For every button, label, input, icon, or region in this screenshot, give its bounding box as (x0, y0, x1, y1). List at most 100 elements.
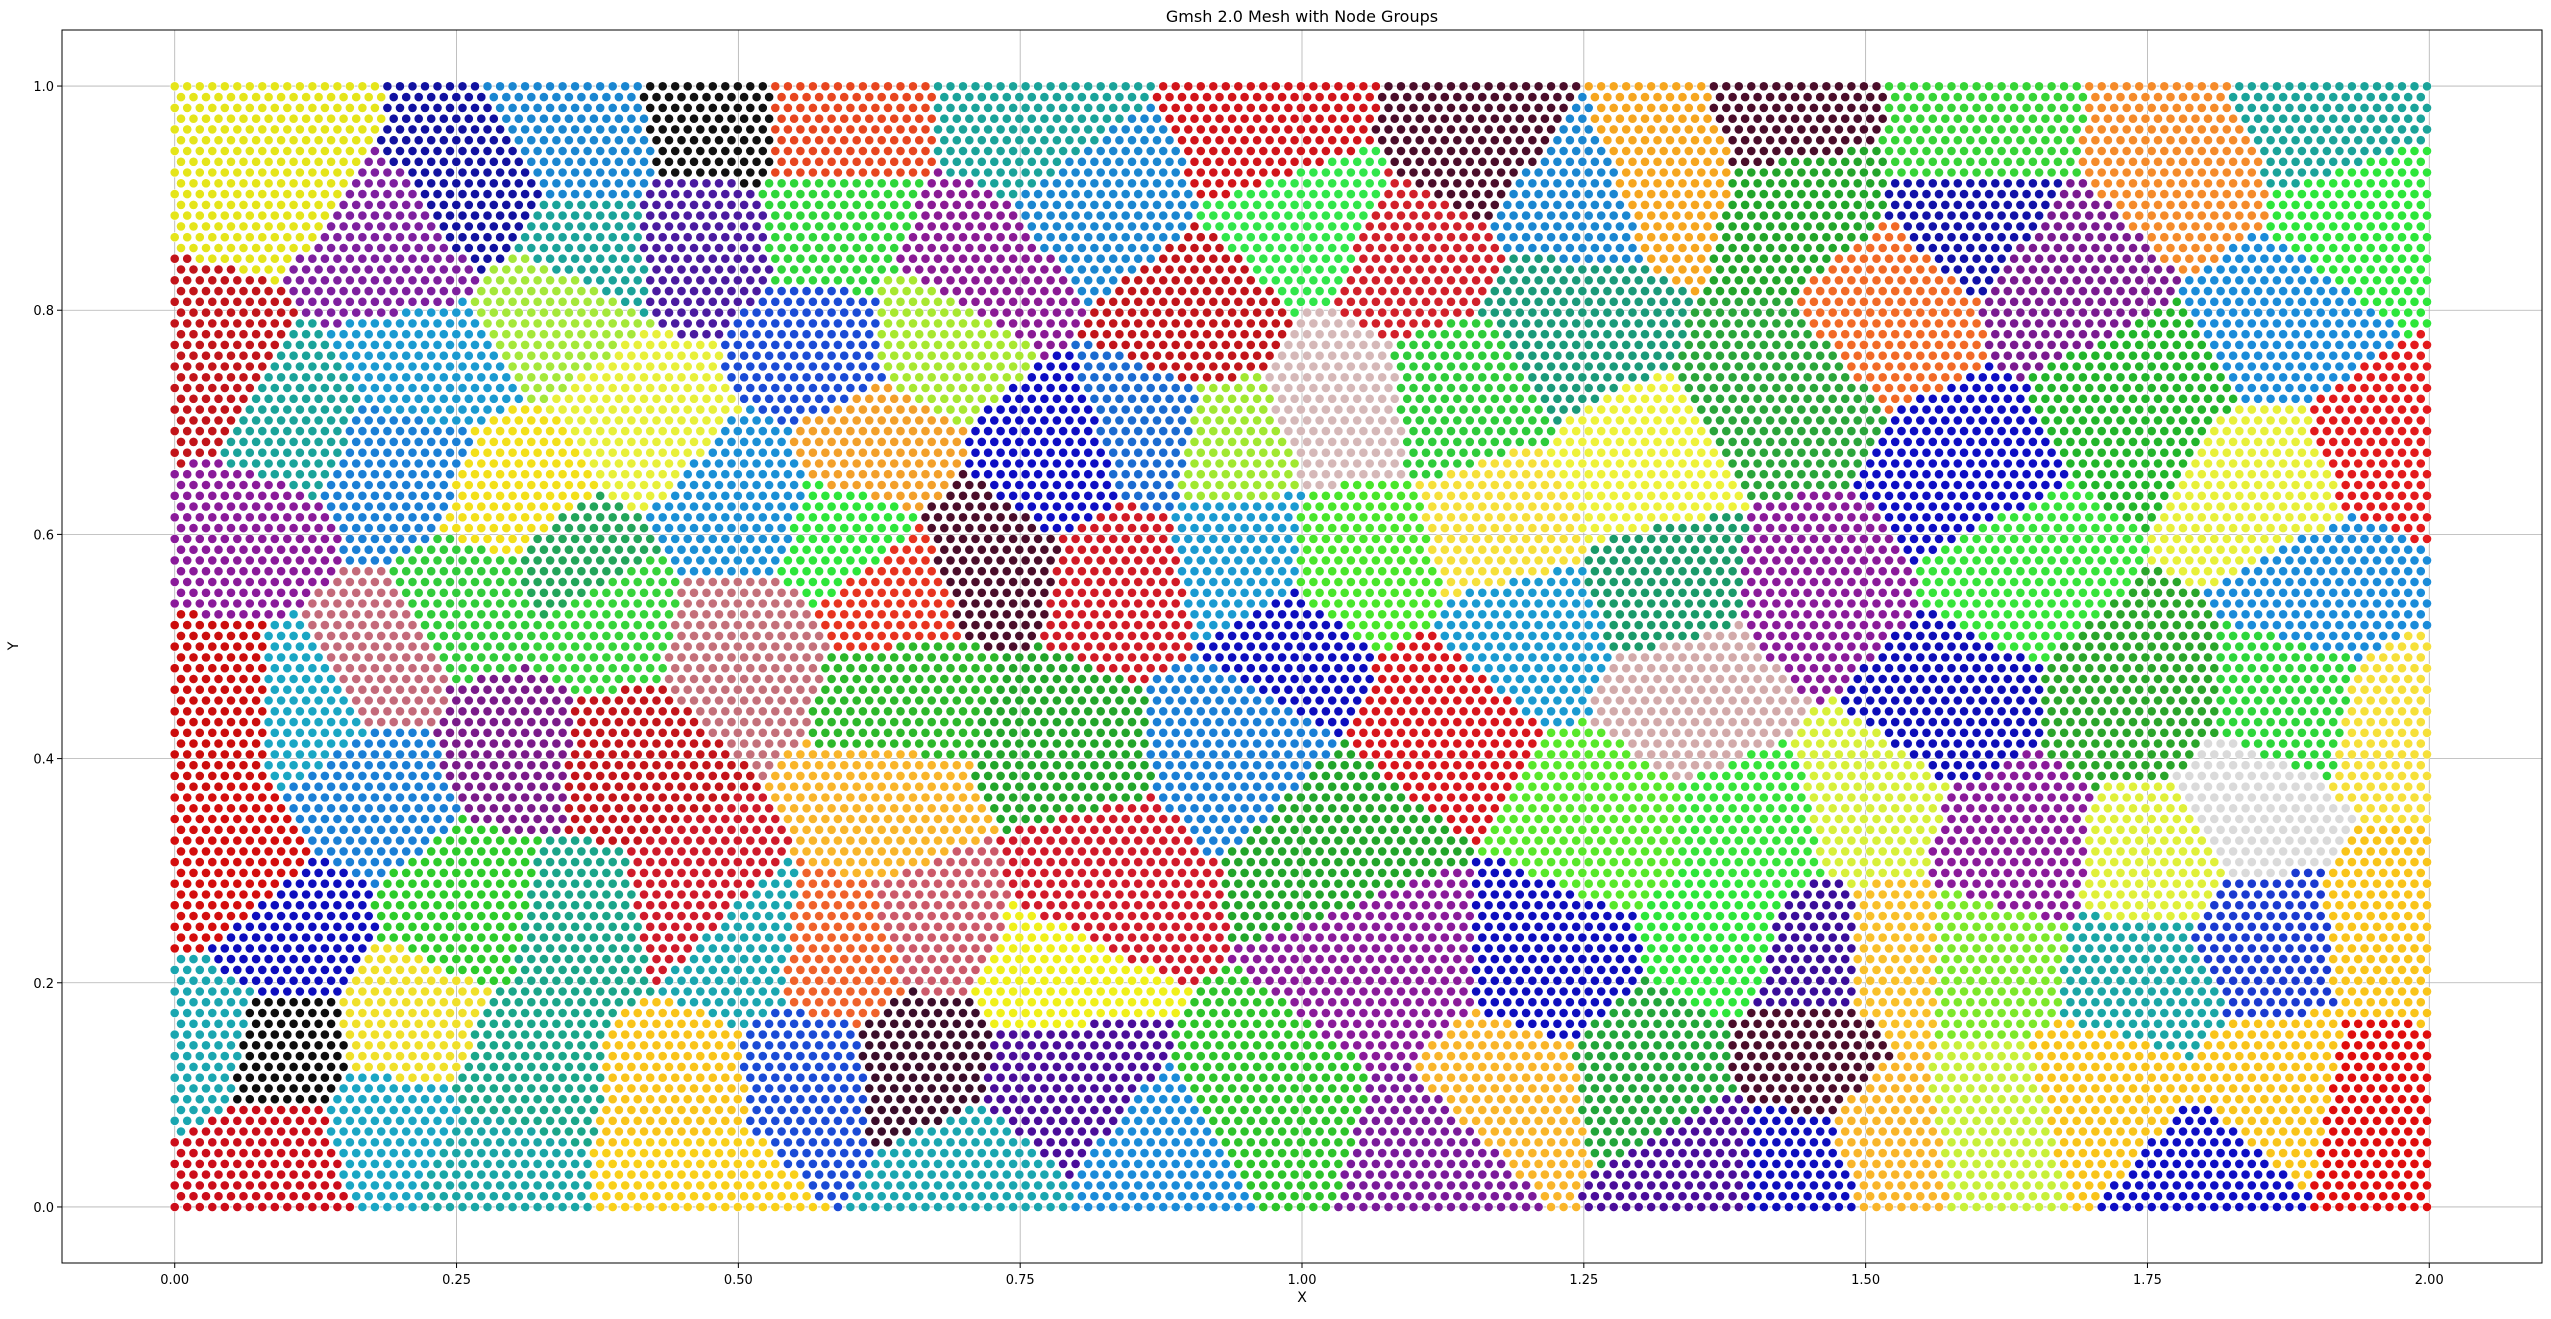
mesh-node (596, 1116, 605, 1125)
mesh-node (239, 1127, 248, 1136)
mesh-node (1622, 1159, 1631, 1168)
mesh-node (1052, 1127, 1061, 1136)
mesh-node (345, 1138, 354, 1147)
mesh-node (1791, 1170, 1800, 1179)
mesh-node (2310, 1116, 2319, 1125)
mesh-node (2072, 1095, 2081, 1104)
mesh-node (2322, 1202, 2331, 1211)
mesh-node (1434, 1202, 1443, 1211)
mesh-node (1052, 1149, 1061, 1158)
mesh-node (2410, 1095, 2419, 1104)
mesh-node (1941, 1192, 1950, 1201)
mesh-node (289, 1149, 298, 1158)
mesh-node (176, 1084, 185, 1093)
mesh-node (539, 1192, 548, 1201)
mesh-node (1766, 1127, 1775, 1136)
mesh-node (965, 1127, 974, 1136)
mesh-node (902, 1170, 911, 1179)
mesh-node (921, 1116, 930, 1125)
mesh-node (777, 1084, 786, 1093)
mesh-node (1903, 1127, 1912, 1136)
mesh-node (2066, 1105, 2075, 1114)
mesh-node (2010, 1181, 2019, 1190)
mesh-node (2297, 1202, 2306, 1211)
mesh-node (1659, 1159, 1668, 1168)
mesh-node (2172, 1202, 2181, 1211)
mesh-node (746, 1095, 755, 1104)
mesh-node (1190, 1149, 1199, 1158)
mesh-node (671, 1159, 680, 1168)
mesh-node (1253, 1149, 1262, 1158)
mesh-node (1809, 1095, 1818, 1104)
mesh-node (527, 1105, 536, 1114)
mesh-node (327, 1127, 336, 1136)
mesh-node (1409, 1202, 1418, 1211)
mesh-node (740, 1105, 749, 1114)
mesh-node (470, 1095, 479, 1104)
mesh-node (1922, 1159, 1931, 1168)
mesh-node (1734, 1202, 1743, 1211)
mesh-node (2241, 1105, 2250, 1114)
mesh-node (514, 1192, 523, 1201)
mesh-node (2266, 1149, 2275, 1158)
mesh-node (571, 1202, 580, 1211)
mesh-node (2160, 1159, 2169, 1168)
mesh-node (639, 1149, 648, 1158)
mesh-node (2122, 1181, 2131, 1190)
mesh-node (1772, 1095, 1781, 1104)
mesh-node (2041, 1170, 2050, 1179)
mesh-node (1540, 1192, 1549, 1201)
mesh-node (1321, 1202, 1330, 1211)
mesh-node (1991, 1170, 2000, 1179)
mesh-node (1184, 1202, 1193, 1211)
mesh-node (1246, 1181, 1255, 1190)
mesh-node (1834, 1181, 1843, 1190)
mesh-node (746, 1138, 755, 1147)
mesh-node (2166, 1149, 2175, 1158)
mesh-node (2047, 1116, 2056, 1125)
mesh-node (302, 1192, 311, 1201)
mesh-node (1303, 1149, 1312, 1158)
mesh-node (1603, 1149, 1612, 1158)
mesh-node (2385, 1116, 2394, 1125)
mesh-node (2116, 1149, 2125, 1158)
mesh-node (370, 1159, 379, 1168)
mesh-node (2103, 1105, 2112, 1114)
mesh-node (277, 1105, 286, 1114)
mesh-node (1878, 1192, 1887, 1201)
mesh-node (1753, 1127, 1762, 1136)
mesh-node (740, 1084, 749, 1093)
mesh-node (345, 1202, 354, 1211)
mesh-node (1040, 1149, 1049, 1158)
mesh-node (946, 1159, 955, 1168)
mesh-node (733, 1095, 742, 1104)
mesh-node (1084, 1202, 1093, 1211)
mesh-node (1759, 1181, 1768, 1190)
mesh-node (1415, 1149, 1424, 1158)
mesh-node (2385, 1181, 2394, 1190)
mesh-node (2060, 1138, 2069, 1147)
mesh-node (1822, 1159, 1831, 1168)
mesh-node (771, 1159, 780, 1168)
mesh-node (696, 1202, 705, 1211)
mesh-node (1509, 1202, 1518, 1211)
mesh-node (233, 1138, 242, 1147)
mesh-node (1446, 1202, 1455, 1211)
mesh-node (2410, 1159, 2419, 1168)
mesh-node (1465, 1127, 1474, 1136)
mesh-node (1859, 1159, 1868, 1168)
mesh-node (2260, 1116, 2269, 1125)
mesh-node (1728, 1192, 1737, 1201)
mesh-node (1547, 1202, 1556, 1211)
mesh-node (2285, 1138, 2294, 1147)
mesh-node (746, 1116, 755, 1125)
mesh-node (1446, 1159, 1455, 1168)
mesh-node (1772, 1159, 1781, 1168)
mesh-node (996, 1202, 1005, 1211)
mesh-node (1497, 1202, 1506, 1211)
mesh-node (633, 1138, 642, 1147)
mesh-node (2391, 1127, 2400, 1136)
mesh-node (1903, 1192, 1912, 1201)
mesh-node (1415, 1127, 1424, 1136)
mesh-node (1265, 1170, 1274, 1179)
